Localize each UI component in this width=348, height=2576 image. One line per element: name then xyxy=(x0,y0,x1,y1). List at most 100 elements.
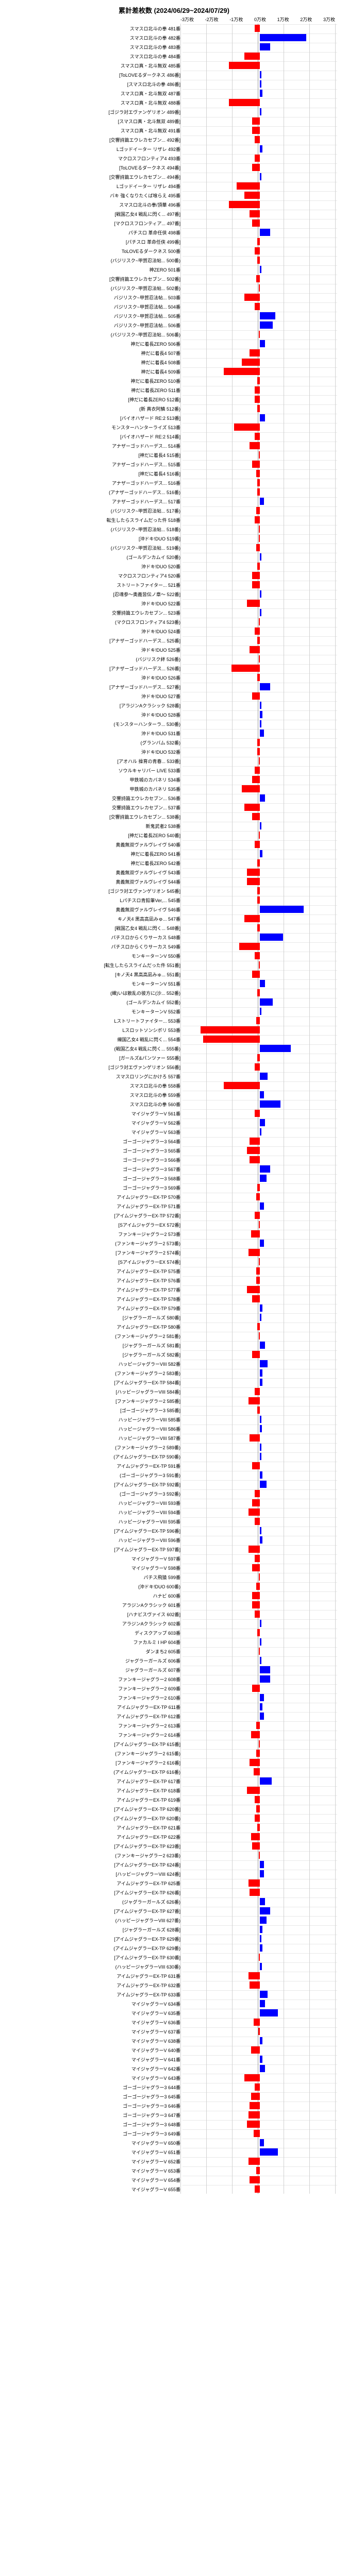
chart-row: (バジリスク~甲賀忍法帖... 502番) xyxy=(5,283,343,293)
bar xyxy=(250,442,260,449)
chart-row: スマスロ真・北斗無双 488番 xyxy=(5,98,343,107)
row-label: アラジンAクラシック 601番 xyxy=(5,1602,183,1608)
chart-row: ゴーゴージャグラー3 565番 xyxy=(5,1146,343,1155)
row-label: ファンキージャグラー2 609番 xyxy=(5,1685,183,1692)
bar-area xyxy=(183,2055,337,2063)
bar-area xyxy=(183,497,337,505)
row-label: (ファンキージャグラー2 573番) xyxy=(5,1240,183,1247)
chart-row: ハッピージャグラーVIII 593番 xyxy=(5,1498,343,1507)
bar-area xyxy=(183,1582,337,1590)
row-label: [アイムジャグラーEX-TP 624番] xyxy=(5,1861,183,1868)
bar-area xyxy=(183,989,337,997)
chart-row: (バジリスク~甲賀忍法帖... 506番) xyxy=(5,330,343,339)
bar-area xyxy=(183,812,337,821)
chart-row: (グランバム 532番) xyxy=(5,738,343,747)
row-label: マイジャグラーV 563番 xyxy=(5,1129,183,1136)
bar xyxy=(252,164,260,171)
chart-row: アイムジャグラーEX-TP 625番 xyxy=(5,1878,343,1888)
bar-area xyxy=(183,803,337,811)
x-tick-label: 2万枚 xyxy=(300,16,312,23)
chart-row: [ハッピージャグラーVIII 624番] xyxy=(5,1869,343,1878)
bar xyxy=(260,1073,268,1080)
row-label: [バイオハザード RE:2 513番] xyxy=(5,415,183,421)
bar xyxy=(248,1972,260,1979)
bar-area xyxy=(183,1137,337,1145)
row-label: (アイムジャグラーEX-TP 620番) xyxy=(5,1815,183,1822)
bar xyxy=(260,720,261,727)
row-label: [ファンキージャグラー2 574番] xyxy=(5,1249,183,1256)
chart-row: [バイオハザード RE:2 514番] xyxy=(5,432,343,441)
bar-area xyxy=(183,2083,337,2091)
bar-area xyxy=(183,1527,337,1535)
bar-area xyxy=(183,275,337,283)
chart-row: アイムジャグラーEX-TP 577番 xyxy=(5,1285,343,1294)
bar xyxy=(250,349,260,357)
bar xyxy=(260,1444,261,1451)
bar-area xyxy=(183,1647,337,1655)
row-label: マイジャグラーV 562番 xyxy=(5,1120,183,1126)
bar xyxy=(244,915,260,922)
bar xyxy=(260,71,261,78)
chart-row: アイムジャグラーEX-TP 576番 xyxy=(5,1276,343,1285)
chart-row: (ファンキージャグラー2 583番) xyxy=(5,1368,343,1378)
chart-row: 神だに着長ZERO 506番 xyxy=(5,339,343,348)
row-label: スマスロ北斗の拳 559番 xyxy=(5,1092,183,1098)
bar-area xyxy=(183,1536,337,1544)
chart-row: [ファンキージャグラー2 585番] xyxy=(5,1396,343,1405)
bar xyxy=(250,2176,260,2183)
chart-row: (アイムジャグラーEX-TP 620番) xyxy=(5,1814,343,1823)
bar xyxy=(248,1397,260,1404)
row-label: ゴーゴージャグラー3 564番 xyxy=(5,1138,183,1145)
bar-area xyxy=(183,1165,337,1173)
row-label: [アイムジャグラーEX-TP 623番] xyxy=(5,1843,183,1850)
bar-area xyxy=(183,738,337,747)
bar-area xyxy=(183,924,337,932)
chart-row: [ジャグラーガールズ 582番] xyxy=(5,1350,343,1359)
bar xyxy=(252,813,260,820)
bar-area xyxy=(183,145,337,153)
chart-row: [アイムジャグラーEX-TP 630番] xyxy=(5,1953,343,1962)
bar xyxy=(247,2121,260,2128)
bar-area xyxy=(183,135,337,144)
bar xyxy=(260,683,270,690)
row-label: [交響詩篇エウレカセブン... 502番] xyxy=(5,276,183,282)
row-label: [ガールズ&パンツァー 555番] xyxy=(5,1055,183,1061)
bar-area xyxy=(183,1248,337,1257)
bar xyxy=(252,461,260,468)
bar-area xyxy=(183,2102,337,2110)
chart-row: アイムジャグラーEX-TP 622番 xyxy=(5,1832,343,1841)
row-label: [ハナビスヴァイス 602番] xyxy=(5,1611,183,1618)
chart-row: (モンスターハンターラ... 530番) xyxy=(5,719,343,728)
row-label: スマスロ北斗の拳 484番 xyxy=(5,53,183,60)
bar-area xyxy=(183,2046,337,2054)
chart-row: [スマスロ真・北斗無双 489番] xyxy=(5,116,343,126)
bar-area xyxy=(183,1415,337,1423)
bar-area xyxy=(183,377,337,385)
row-label: バジリスク~甲賀忍法帖... 505番 xyxy=(5,313,183,319)
bar-area xyxy=(183,1675,337,1683)
row-label: マクロスフロンティア4 493番 xyxy=(5,155,183,162)
chart-row: マイジャグラーV 642番 xyxy=(5,2064,343,2073)
chart-title: 累計差枚数 (2024/06/29~2024/07/29) xyxy=(5,5,343,15)
row-label: ゴーゴージャグラー3 647番 xyxy=(5,2112,183,2119)
row-label: バジリスク~甲賀忍法帖... 506番 xyxy=(5,322,183,329)
bar-area xyxy=(183,1666,337,1674)
bar-area xyxy=(183,757,337,765)
bar xyxy=(257,1054,260,1061)
chart-row: (ゴーゴージャグラー3 591番) xyxy=(5,1470,343,1480)
chart-row: スマスロ北斗の拳 481番 xyxy=(5,24,343,33)
chart-row: [アイムジャグラーEX-TP 626番] xyxy=(5,1888,343,1897)
bar-area xyxy=(183,516,337,524)
bar xyxy=(257,1824,260,1831)
row-label: 沖ドキ!DUO 527番 xyxy=(5,693,183,700)
chart-row: (沖ドキ!DUO 600番) xyxy=(5,1582,343,1591)
bar-area xyxy=(183,386,337,394)
bar-area xyxy=(183,1684,337,1692)
bar xyxy=(248,2111,260,2119)
row-label: (ジャグラーガールズ 626番) xyxy=(5,1899,183,1905)
bar-area xyxy=(183,33,337,42)
chart-row: [神だに着長ZERO 512番] xyxy=(5,395,343,404)
bar-area xyxy=(183,210,337,218)
row-label: アイムジャグラーEX-TP 576番 xyxy=(5,1277,183,1284)
chart-row: スマスロ北斗の拳 483番 xyxy=(5,42,343,52)
